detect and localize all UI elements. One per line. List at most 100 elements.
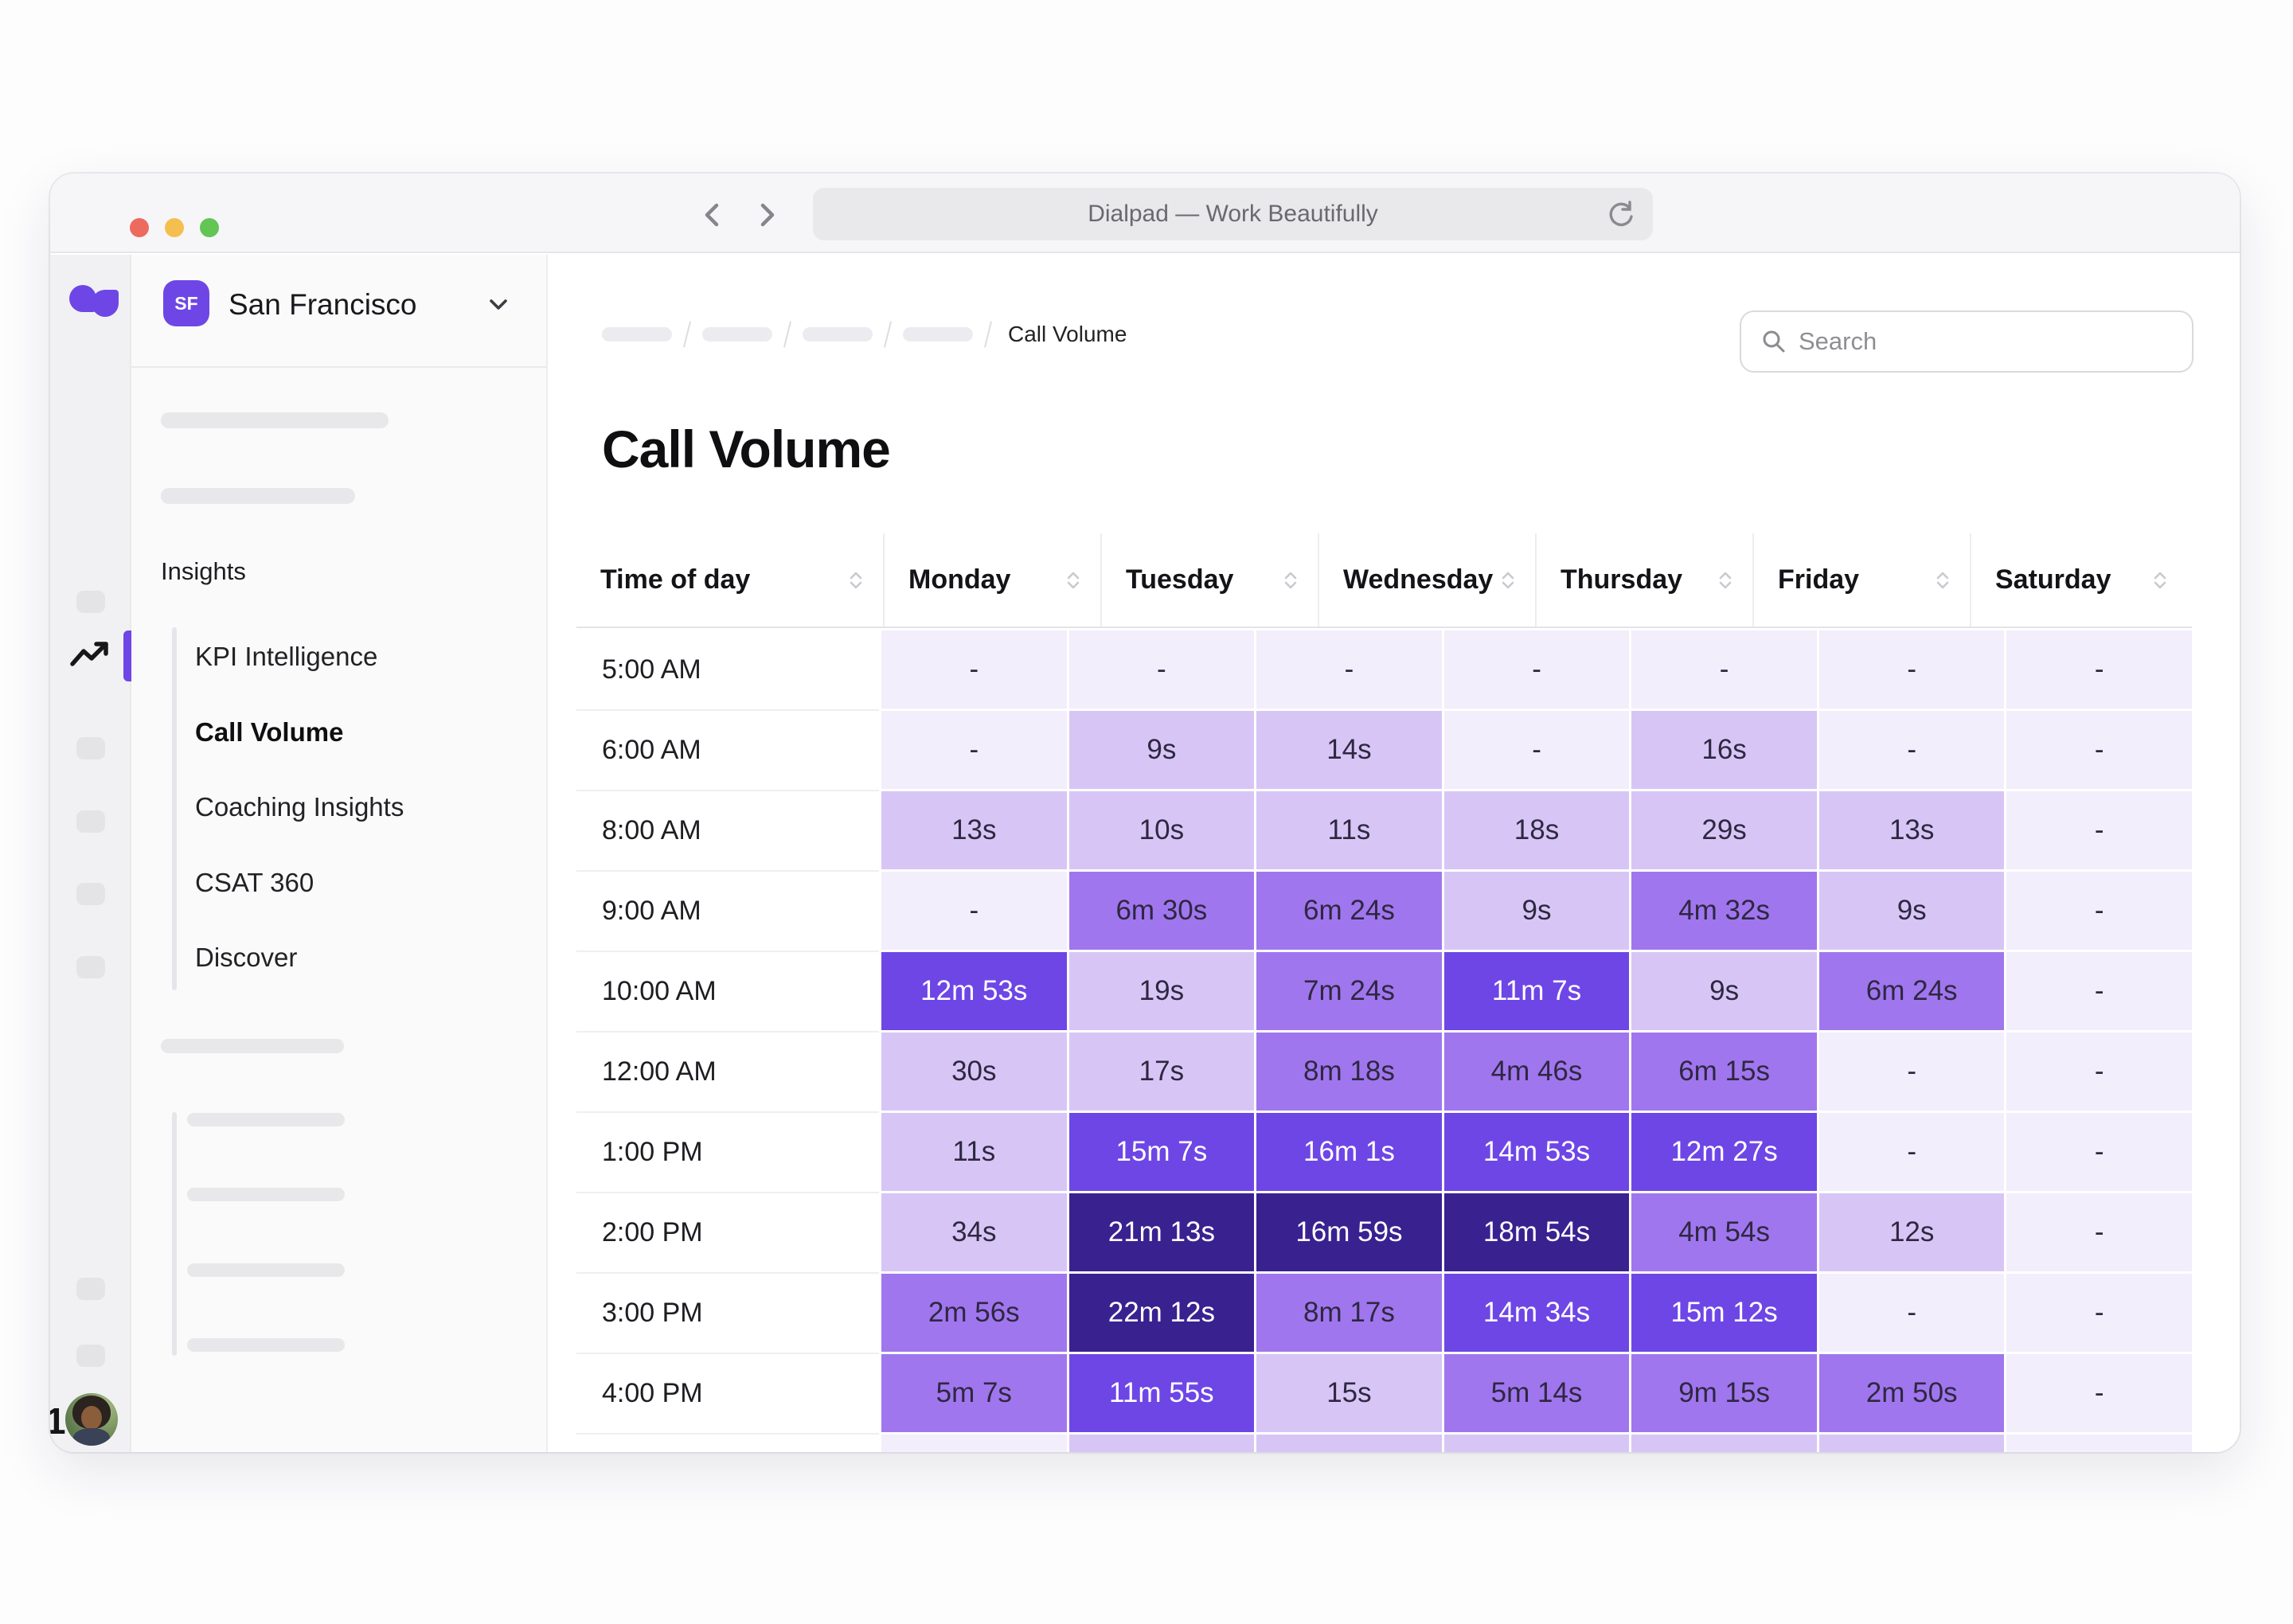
heatmap-cell[interactable]: 11s: [1256, 791, 1442, 869]
column-header-saturday[interactable]: Saturday: [1970, 533, 2187, 627]
forward-button[interactable]: [749, 197, 784, 232]
heatmap-cell[interactable]: 18s: [1443, 791, 1630, 869]
heatmap-cell[interactable]: 4m 32s: [1631, 872, 1817, 950]
heatmap-cell[interactable]: 8m 17s: [1256, 1274, 1442, 1352]
heatmap-cell[interactable]: 4m 46s: [1443, 1033, 1630, 1111]
heatmap-cell[interactable]: -: [1443, 630, 1630, 709]
minimize-window-button[interactable]: [165, 218, 184, 237]
browser-url-bar[interactable]: Dialpad — Work Beautifully: [813, 188, 1653, 240]
heatmap-cell[interactable]: -: [1818, 1113, 2005, 1191]
column-header-monday[interactable]: Monday: [883, 533, 1100, 627]
heatmap-cell[interactable]: -: [1818, 630, 2005, 709]
heatmap-cell[interactable]: 13s: [881, 791, 1067, 869]
heatmap-cell[interactable]: -: [1443, 711, 1630, 789]
heatmap-cell[interactable]: -: [1256, 630, 1442, 709]
heatmap-cell[interactable]: -: [2006, 1274, 2193, 1352]
heatmap-cell[interactable]: [1818, 1435, 2005, 1452]
heatmap-cell[interactable]: 12m 27s: [1631, 1113, 1817, 1191]
heatmap-cell[interactable]: 9s: [1818, 872, 2005, 950]
heatmap-cell[interactable]: 12m 53s: [881, 952, 1067, 1030]
column-header-time-of-day[interactable]: Time of day: [576, 533, 883, 627]
heatmap-cell[interactable]: -: [1068, 630, 1255, 709]
zoom-window-button[interactable]: [200, 218, 219, 237]
close-window-button[interactable]: [130, 218, 149, 237]
column-header-tuesday[interactable]: Tuesday: [1100, 533, 1318, 627]
heatmap-cell[interactable]: [1443, 1435, 1630, 1452]
heatmap-cell[interactable]: [1068, 1435, 1255, 1452]
heatmap-cell[interactable]: 12s: [1818, 1193, 2005, 1271]
heatmap-cell[interactable]: 7m 24s: [1256, 952, 1442, 1030]
back-button[interactable]: [695, 197, 730, 232]
heatmap-cell[interactable]: 14m 53s: [1443, 1113, 1630, 1191]
column-header-friday[interactable]: Friday: [1752, 533, 1970, 627]
column-header-wednesday[interactable]: Wednesday: [1318, 533, 1535, 627]
heatmap-cell[interactable]: 9s: [1631, 952, 1817, 1030]
heatmap-cell[interactable]: 15s: [1256, 1354, 1442, 1432]
heatmap-cell[interactable]: 16m 59s: [1256, 1193, 1442, 1271]
heatmap-cell[interactable]: -: [2006, 1193, 2193, 1271]
heatmap-cell[interactable]: -: [2006, 952, 2193, 1030]
column-header-thursday[interactable]: Thursday: [1535, 533, 1752, 627]
search-input[interactable]: [1799, 327, 2173, 356]
heatmap-cell[interactable]: 10s: [1068, 791, 1255, 869]
heatmap-cell[interactable]: 4m 54s: [1631, 1193, 1817, 1271]
sidebar-item-kpi-intelligence[interactable]: KPI Intelligence: [195, 642, 378, 671]
heatmap-cell[interactable]: -: [1818, 1033, 2005, 1111]
sidebar-item-call-volume[interactable]: Call Volume: [195, 717, 344, 747]
heatmap-cell[interactable]: -: [2006, 1033, 2193, 1111]
heatmap-cell[interactable]: 18m 54s: [1443, 1193, 1630, 1271]
heatmap-cell[interactable]: 34s: [881, 1193, 1067, 1271]
heatmap-cell[interactable]: 13s: [1818, 791, 2005, 869]
heatmap-cell[interactable]: 14m 34s: [1443, 1274, 1630, 1352]
heatmap-cell[interactable]: 11m 55s: [1068, 1354, 1255, 1432]
heatmap-cell[interactable]: -: [881, 872, 1067, 950]
trending-up-icon[interactable]: [69, 638, 112, 673]
heatmap-cell[interactable]: [2006, 1435, 2193, 1452]
heatmap-cell[interactable]: -: [881, 630, 1067, 709]
sidebar-item-discover[interactable]: Discover: [195, 943, 298, 972]
heatmap-cell[interactable]: 19s: [1068, 952, 1255, 1030]
heatmap-cell[interactable]: 2m 50s: [1818, 1354, 2005, 1432]
heatmap-cell[interactable]: 9s: [1068, 711, 1255, 789]
heatmap-cell[interactable]: -: [2006, 872, 2193, 950]
heatmap-cell[interactable]: -: [1818, 711, 2005, 789]
heatmap-cell[interactable]: -: [2006, 1113, 2193, 1191]
heatmap-cell[interactable]: 6m 24s: [1818, 952, 2005, 1030]
reload-icon[interactable]: [1604, 197, 1639, 232]
heatmap-cell[interactable]: 9s: [1443, 872, 1630, 950]
heatmap-cell[interactable]: -: [2006, 1354, 2193, 1432]
heatmap-cell[interactable]: 11s: [881, 1113, 1067, 1191]
heatmap-cell[interactable]: 15m 12s: [1631, 1274, 1817, 1352]
heatmap-cell[interactable]: -: [1818, 1274, 2005, 1352]
sidebar-item-coaching-insights[interactable]: Coaching Insights: [195, 792, 404, 822]
heatmap-cell[interactable]: 6m 15s: [1631, 1033, 1817, 1111]
heatmap-cell[interactable]: 16s: [1631, 711, 1817, 789]
heatmap-cell[interactable]: 29s: [1631, 791, 1817, 869]
heatmap-cell[interactable]: [1631, 1435, 1817, 1452]
user-avatar[interactable]: [65, 1393, 118, 1446]
heatmap-cell[interactable]: 15m 7s: [1068, 1113, 1255, 1191]
heatmap-cell[interactable]: 6m 24s: [1256, 872, 1442, 950]
heatmap-cell[interactable]: 14s: [1256, 711, 1442, 789]
heatmap-cell[interactable]: -: [2006, 791, 2193, 869]
heatmap-cell[interactable]: 5m 14s: [1443, 1354, 1630, 1432]
heatmap-cell[interactable]: [881, 1435, 1067, 1452]
heatmap-cell[interactable]: 30s: [881, 1033, 1067, 1111]
heatmap-cell[interactable]: 5m 7s: [881, 1354, 1067, 1432]
heatmap-cell[interactable]: 17s: [1068, 1033, 1255, 1111]
heatmap-cell[interactable]: -: [881, 711, 1067, 789]
heatmap-cell[interactable]: 2m 56s: [881, 1274, 1067, 1352]
heatmap-cell[interactable]: [1256, 1435, 1442, 1452]
heatmap-cell[interactable]: 9m 15s: [1631, 1354, 1817, 1432]
heatmap-cell[interactable]: -: [2006, 630, 2193, 709]
heatmap-cell[interactable]: 21m 13s: [1068, 1193, 1255, 1271]
search-box[interactable]: [1740, 310, 2193, 373]
heatmap-cell[interactable]: 11m 7s: [1443, 952, 1630, 1030]
heatmap-cell[interactable]: -: [2006, 711, 2193, 789]
heatmap-cell[interactable]: 22m 12s: [1068, 1274, 1255, 1352]
heatmap-cell[interactable]: 8m 18s: [1256, 1033, 1442, 1111]
heatmap-cell[interactable]: 16m 1s: [1256, 1113, 1442, 1191]
workspace-switcher[interactable]: SF San Francisco: [131, 277, 546, 336]
heatmap-cell[interactable]: -: [1631, 630, 1817, 709]
heatmap-cell[interactable]: 6m 30s: [1068, 872, 1255, 950]
